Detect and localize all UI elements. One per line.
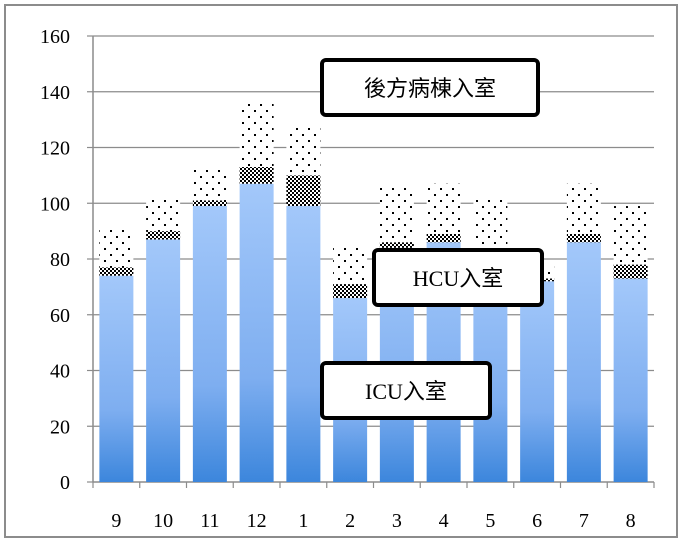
bar-segment-series-1-cat-8: [613, 264, 648, 279]
bar-segment-series-2-cat-2: [333, 245, 368, 285]
x-tick-labels: 9 10 11 12 1 2 3 4 5 6 7 8: [111, 510, 635, 532]
bar-segment-series-2-cat-11: [192, 169, 227, 201]
x-tick-label: 9: [111, 510, 121, 532]
bar-segment-series-2-cat-3: [379, 186, 414, 243]
bar-segment-series-2-cat-10: [146, 197, 181, 232]
bar-segment-series-0-cat-6: [520, 281, 555, 482]
bar-segment-series-1-cat-9: [99, 267, 134, 276]
bar-segment-series-1-cat-12: [239, 167, 274, 184]
bar-segment-series-1-cat-10: [146, 231, 181, 240]
bar-segment-series-2-cat-7: [566, 183, 601, 234]
bar-segment-series-2-cat-9: [99, 228, 134, 268]
bar-segment-series-1-cat-4: [426, 233, 461, 243]
bar-segment-series-2-cat-5: [473, 197, 508, 251]
x-tick-label: 6: [532, 510, 542, 532]
bar-segment-series-1-cat-3: [379, 242, 414, 248]
bar-segment-series-1-cat-7: [566, 233, 601, 243]
annotation-label-icu: ICU入室: [365, 379, 447, 404]
x-tick-label: 5: [485, 510, 495, 532]
bar-segment-series-0-cat-7: [566, 242, 601, 482]
y-tick-label: 60: [50, 305, 70, 327]
bar-segment-series-0-cat-12: [239, 183, 274, 483]
y-tick-label: 140: [40, 82, 70, 104]
annotation-label-後方病棟入室: 後方病棟入室: [364, 76, 496, 101]
bar-segment-series-2-cat-4: [426, 183, 461, 234]
bar-segment-series-1-cat-11: [192, 200, 227, 207]
bar-segment-series-0-cat-1: [286, 206, 321, 482]
annotation-label-hcu: HCU入室: [413, 266, 503, 291]
bar-segment-series-1-cat-1: [286, 175, 321, 207]
x-tick-label: 10: [153, 510, 173, 532]
bar-segment-series-1-cat-2: [333, 284, 368, 299]
y-tick-label: 100: [40, 193, 70, 215]
y-tick-label: 20: [50, 416, 70, 438]
x-tick-label: 4: [439, 510, 449, 532]
annotation-box-後方病棟入室: 後方病棟入室: [320, 58, 540, 117]
y-tick-labels: 0 20 40 60 80 100 120 140 160: [40, 26, 70, 494]
y-tick-label: 120: [40, 138, 70, 160]
gridlines: [93, 35, 654, 427]
axes: [87, 35, 655, 488]
bar-segment-series-0-cat-11: [192, 206, 227, 482]
y-tick-label: 80: [50, 249, 70, 271]
bar-segment-series-2-cat-8: [613, 206, 648, 265]
x-tick-label: 1: [298, 510, 308, 532]
bar-segment-series-0-cat-9: [99, 275, 134, 482]
bar-segment-series-0-cat-10: [146, 239, 181, 482]
y-tick-label: 160: [40, 26, 70, 48]
x-tick-label: 11: [200, 510, 219, 532]
x-tick-label: 2: [345, 510, 355, 532]
x-tick-label: 12: [247, 510, 267, 532]
annotation-box-icu: ICU入室: [320, 361, 492, 420]
y-tick-label: 40: [50, 361, 70, 383]
y-tick-label: 0: [60, 472, 70, 494]
x-tick-label: 8: [626, 510, 636, 532]
bar-segment-series-2-cat-1: [286, 125, 321, 176]
bar-segment-series-0-cat-8: [613, 278, 648, 482]
x-tick-label: 7: [579, 510, 589, 532]
annotation-box-hcu: HCU入室: [372, 248, 544, 307]
bar-segment-series-2-cat-12: [239, 102, 274, 168]
x-tick-label: 3: [392, 510, 402, 532]
